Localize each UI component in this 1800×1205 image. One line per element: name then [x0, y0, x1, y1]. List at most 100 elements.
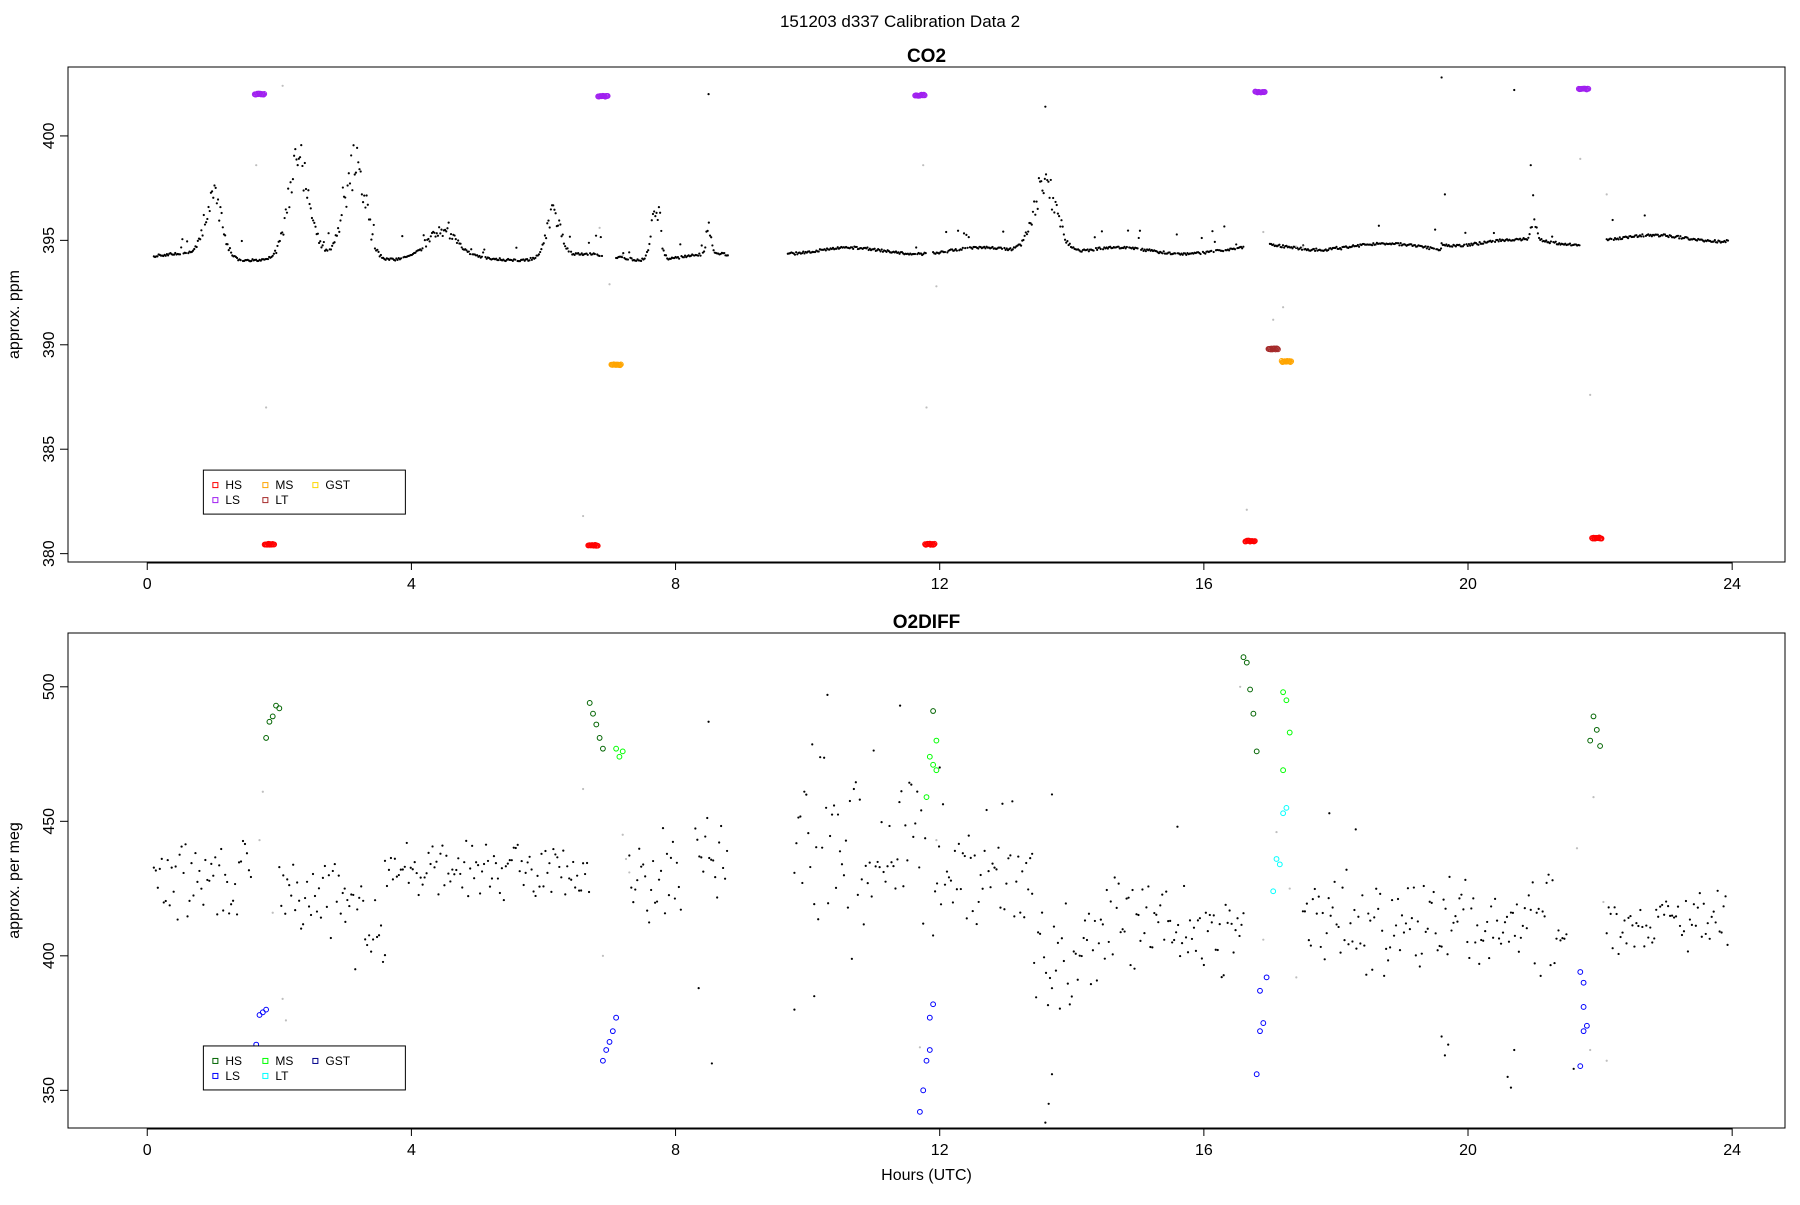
flagged-point: [1245, 508, 1248, 511]
ambient-point: [1555, 937, 1558, 940]
ambient-point: [224, 234, 227, 237]
ambient-point: [288, 884, 291, 887]
ambient-point: [158, 867, 161, 870]
ambient-point: [1468, 956, 1471, 960]
ambient-point: [226, 880, 229, 884]
ambient-point: [525, 258, 529, 261]
ambient-point: [514, 258, 517, 261]
ambient-point: [314, 225, 317, 228]
ambient-point: [957, 842, 960, 845]
ambient-point: [290, 894, 293, 897]
ambient-point: [1175, 931, 1178, 934]
ambient-point: [1092, 249, 1095, 252]
ambient-point: [1383, 974, 1386, 977]
ambient-point: [1078, 954, 1081, 957]
ambient-point: [1635, 921, 1638, 925]
y-tick-label: 395: [41, 227, 58, 254]
ambient-point: [1311, 898, 1314, 901]
ambient-point: [413, 861, 416, 864]
x-tick-label: 16: [1195, 1142, 1213, 1159]
ambient-point: [573, 253, 576, 257]
ambient-point: [1226, 921, 1229, 924]
ambient-point: [1619, 935, 1622, 939]
flagged-point: [258, 839, 261, 842]
ambient-point: [562, 849, 565, 852]
ambient-point: [511, 259, 514, 263]
ambient-point: [1200, 236, 1203, 240]
ambient-point: [1031, 892, 1034, 895]
ambient-point: [459, 242, 462, 245]
ambient-point: [1000, 247, 1004, 250]
ambient-point: [572, 860, 575, 864]
ambient-point: [469, 867, 472, 870]
ambient-point: [1387, 959, 1390, 962]
ambient-point: [1474, 941, 1477, 944]
ambient-point: [862, 923, 865, 926]
ambient-point: [1101, 923, 1104, 926]
ambient-point: [878, 866, 881, 869]
ambient-point: [371, 938, 375, 941]
ls-point: [930, 1001, 937, 1008]
ambient-point: [1095, 979, 1098, 982]
ambient-point: [530, 868, 533, 871]
ambient-point: [1031, 210, 1035, 213]
ambient-point: [1180, 942, 1184, 945]
ambient-point: [933, 890, 937, 893]
ambient-point: [987, 870, 990, 873]
ambient-point: [542, 242, 545, 245]
ambient-point: [1440, 242, 1443, 245]
ambient-point: [699, 254, 702, 257]
ambient-point: [411, 868, 414, 871]
ambient-point: [1301, 910, 1305, 913]
x-tick-label: 4: [407, 576, 416, 593]
ambient-point: [239, 259, 242, 262]
ambient-point: [1309, 944, 1312, 947]
ambient-point: [196, 880, 199, 883]
ambient-point: [1138, 229, 1142, 232]
flagged-point: [271, 911, 274, 914]
ambient-point: [1674, 915, 1678, 918]
ambient-point: [317, 887, 321, 890]
ambient-point: [224, 873, 227, 876]
ambient-point: [371, 233, 374, 236]
ambient-point: [1200, 957, 1203, 960]
ambient-point: [1430, 901, 1433, 904]
ambient-point: [707, 221, 710, 224]
ambient-point: [1025, 233, 1029, 236]
ambient-point: [282, 874, 285, 877]
ambient-point: [1052, 196, 1055, 200]
ambient-point: [427, 237, 430, 241]
ambient-point: [662, 249, 665, 252]
ambient-point: [548, 226, 551, 229]
ambient-point: [1317, 895, 1320, 898]
hs-point: [1598, 535, 1605, 542]
ambient-point: [587, 241, 591, 244]
legend-marker: [212, 482, 219, 489]
ambient-point: [1515, 903, 1518, 906]
ambient-point: [228, 247, 232, 250]
ambient-point: [815, 846, 818, 849]
ambient-point: [1299, 246, 1302, 249]
ambient-point: [594, 234, 598, 237]
ambient-point: [1461, 245, 1465, 248]
ambient-point: [333, 862, 336, 866]
legend-label: MS: [275, 478, 293, 492]
ambient-point: [1527, 236, 1530, 239]
ambient-point: [892, 864, 895, 868]
ls-point: [606, 1039, 613, 1045]
ambient-point: [1428, 900, 1431, 903]
ambient-point: [955, 249, 958, 252]
ambient-point: [1204, 252, 1207, 255]
ambient-point: [648, 921, 651, 924]
ambient-point: [710, 236, 713, 239]
ambient-point: [650, 888, 653, 892]
ambient-point: [423, 239, 426, 242]
ambient-point: [1647, 936, 1650, 939]
ambient-point: [331, 244, 334, 247]
ambient-point: [1093, 236, 1096, 239]
ms-point: [1287, 359, 1294, 365]
ambient-point: [1163, 938, 1166, 941]
ambient-point: [1713, 238, 1716, 242]
ambient-point: [852, 787, 855, 791]
outlier-point: [938, 766, 941, 769]
